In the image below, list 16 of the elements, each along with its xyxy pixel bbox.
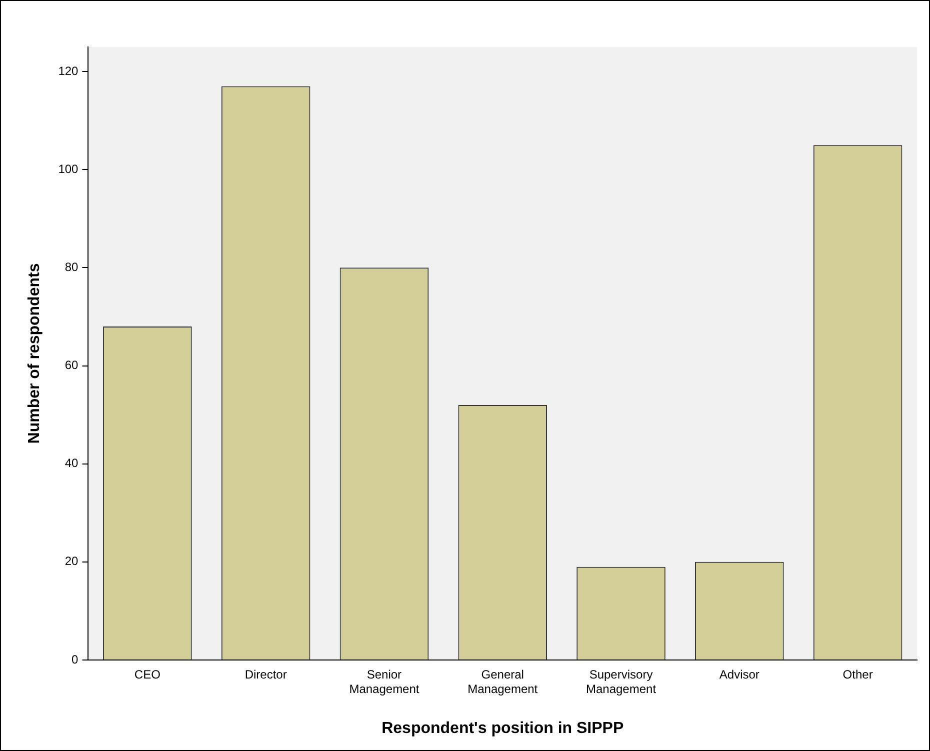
x-tick-label: Other: [842, 668, 873, 682]
y-tick-label: 120: [58, 64, 79, 78]
y-tick-label: 80: [64, 260, 79, 274]
y-axis-title: Number of respondents: [26, 263, 44, 444]
x-axis-title: Respondent's position in SIPPP: [382, 720, 624, 737]
x-tick-label: CEO: [134, 668, 160, 682]
y-tick-label: 100: [58, 162, 79, 176]
x-tick-label: Senior Management: [349, 668, 420, 696]
y-tick-label: 20: [64, 554, 79, 568]
x-tick-label: Director: [244, 668, 287, 682]
x-tick-label: Supervisory Management: [586, 668, 657, 696]
x-tick-label: Advisor: [719, 668, 760, 682]
x-tick-label: General Management: [468, 668, 538, 696]
y-tick-label: 40: [64, 456, 79, 470]
y-tick-label: 0: [72, 652, 79, 666]
y-tick-label: 60: [64, 358, 79, 372]
